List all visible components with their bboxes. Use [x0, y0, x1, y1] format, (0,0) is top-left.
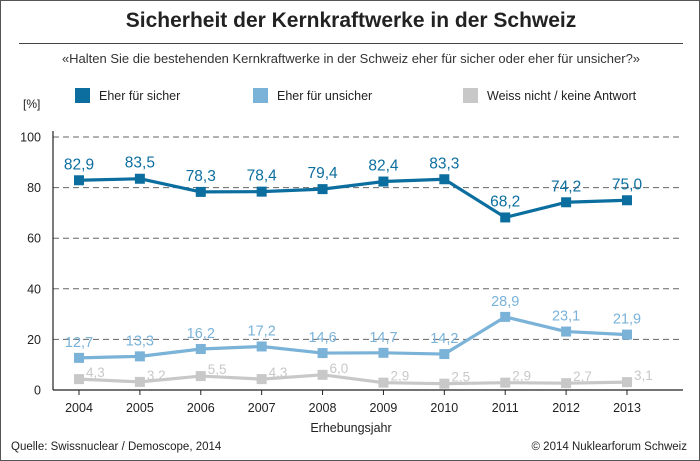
data-point: [561, 197, 572, 208]
data-label: 82,4: [368, 158, 399, 175]
data-label: 79,4: [307, 165, 338, 182]
data-point: [195, 186, 206, 197]
data-label: 28,9: [491, 294, 519, 310]
data-point: [561, 326, 572, 337]
x-tick-label: 2012: [552, 401, 580, 415]
y-tick-label: 80: [27, 181, 41, 195]
x-tick-label: 2008: [309, 401, 337, 415]
data-label: 83,5: [125, 155, 155, 172]
source-note: Quelle: Swissnuclear / Demoscope, 2014: [11, 441, 222, 453]
legend-entry: Eher für sicher: [99, 89, 180, 103]
data-label: 13,3: [126, 333, 154, 349]
data-point: [439, 349, 450, 360]
legend-entry: Weiss nicht / keine Antwort: [487, 89, 637, 103]
data-point: [439, 174, 450, 185]
copyright-note: © 2014 Nuklearforum Schweiz: [531, 441, 688, 453]
data-label: 2,7: [573, 369, 592, 384]
data-label: 3,1: [634, 368, 653, 383]
data-point: [256, 186, 267, 197]
data-point: [622, 329, 632, 340]
data-label: 75,0: [612, 176, 643, 193]
y-tick-label: 0: [34, 384, 41, 398]
data-point: [195, 344, 206, 355]
legend-swatch: [75, 88, 90, 103]
data-point: [317, 369, 328, 380]
grid-lines: [53, 136, 683, 340]
data-point: [317, 348, 328, 359]
legend: Eher für sicher Eher für unsicher Weiss ni…: [75, 88, 637, 103]
series-group: [74, 173, 632, 389]
x-tick-label: 2005: [126, 401, 154, 415]
data-label: 17,2: [248, 323, 276, 339]
data-point: [622, 195, 632, 206]
data-point: [500, 377, 511, 388]
series-line: [78, 373, 628, 386]
data-point: [561, 378, 572, 389]
data-point: [74, 374, 84, 385]
y-tick-label: 100: [20, 131, 41, 145]
series-line: [78, 315, 628, 360]
data-point: [439, 378, 450, 389]
data-point: [134, 173, 145, 184]
data-point: [622, 377, 632, 388]
y-tick-label: 20: [27, 333, 41, 347]
data-label: 14,7: [369, 330, 397, 346]
data-label: 83,3: [429, 155, 459, 172]
series-line: [78, 177, 628, 220]
data-point: [500, 311, 511, 322]
data-labels: 82,9 83,5 78,3 78,4 79,4 82,4 83,3 68,2 74,2 75,0…: [64, 155, 653, 385]
axes: 0 20 40 60 80 100 [%] 2004 2005 2006 2007 2008 2009 2…: [20, 97, 683, 435]
data-point: [195, 371, 206, 382]
data-label: 6,0: [330, 361, 349, 376]
title-divider: [19, 43, 683, 44]
data-point: [256, 341, 267, 352]
data-label: 14,6: [308, 330, 336, 346]
data-label: 78,4: [247, 168, 278, 185]
legend-entry: Eher für unsicher: [277, 89, 372, 103]
data-label: 2,5: [451, 370, 470, 385]
x-axis-label: Erhebungsjahr: [310, 421, 391, 435]
data-label: 82,9: [64, 156, 94, 173]
data-label: 14,2: [430, 331, 458, 347]
x-tick-label: 2013: [613, 401, 641, 415]
data-point: [378, 347, 389, 358]
data-label: 2,9: [512, 369, 531, 384]
data-point: [134, 351, 145, 362]
x-tick-label: 2009: [370, 401, 398, 415]
data-label: 68,2: [490, 193, 520, 210]
data-point: [317, 184, 328, 195]
legend-swatch: [463, 88, 478, 103]
data-label: 4,3: [86, 365, 105, 380]
data-point: [256, 374, 267, 385]
data-label: 3,2: [147, 368, 166, 383]
chart-subtitle: «Halten Sie die bestehenden Kernkraftwer…: [61, 51, 641, 66]
data-point: [378, 176, 389, 187]
data-label: 74,2: [551, 178, 581, 195]
x-tick-label: 2006: [187, 401, 215, 415]
y-tick-label: 60: [27, 232, 41, 246]
data-point: [500, 212, 511, 223]
data-point: [74, 352, 84, 363]
data-label: 78,3: [186, 168, 216, 185]
y-axis-label: [%]: [23, 97, 40, 111]
data-label: 21,9: [613, 312, 641, 328]
x-tick-label: 2007: [248, 401, 276, 415]
data-point: [74, 175, 84, 186]
x-tick-label: 2011: [492, 401, 519, 415]
data-label: 16,2: [187, 326, 215, 342]
data-label: 2,9: [390, 369, 409, 384]
data-label: 12,7: [65, 335, 93, 351]
data-label: 23,1: [552, 309, 580, 325]
y-tick-label: 40: [27, 282, 41, 296]
data-point: [378, 377, 389, 388]
legend-swatch: [253, 88, 268, 103]
x-tick-label: 2010: [430, 401, 458, 415]
data-label: 5,5: [208, 362, 227, 377]
chart-title: Sicherheit der Kernkraftwerke in der Sch…: [125, 9, 577, 32]
data-label: 4,3: [269, 365, 288, 380]
data-point: [134, 376, 145, 387]
x-tick-label: 2004: [65, 401, 93, 415]
